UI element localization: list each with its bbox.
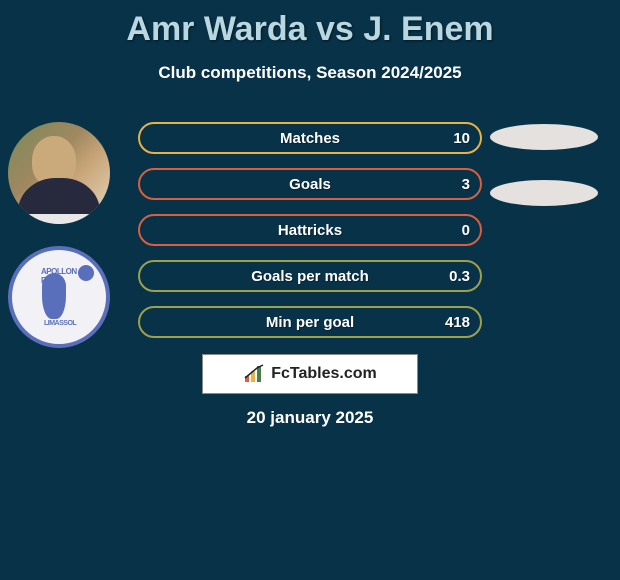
stat-value: 3: [462, 176, 470, 193]
club-ball-icon: [78, 265, 94, 281]
avatars-column: APOLLON FC LIMASSOL: [8, 122, 110, 348]
oval-placeholder: [490, 124, 598, 150]
stat-row: Goals per match0.3: [138, 260, 482, 292]
subtitle: Club competitions, Season 2024/2025: [0, 63, 620, 83]
stat-value: 0: [462, 222, 470, 239]
stat-row: Matches10: [138, 122, 482, 154]
stat-value: 0.3: [449, 268, 470, 285]
stat-value: 418: [445, 314, 470, 331]
footer-logo: FcTables.com: [202, 354, 418, 394]
stat-row: Hattricks0: [138, 214, 482, 246]
right-ovals: [490, 122, 610, 206]
stat-label: Hattricks: [140, 222, 480, 239]
oval-placeholder: [490, 180, 598, 206]
player-avatar: [8, 122, 110, 224]
club-name-bottom: LIMASSOL: [44, 320, 76, 327]
stat-label: Min per goal: [140, 314, 480, 331]
stat-row: Min per goal418: [138, 306, 482, 338]
club-avatar: APOLLON FC LIMASSOL: [8, 246, 110, 348]
stat-row: Goals3: [138, 168, 482, 200]
page-title: Amr Warda vs J. Enem: [0, 0, 620, 49]
logo-text: FcTables.com: [271, 365, 377, 383]
stat-label: Matches: [140, 130, 480, 147]
stat-label: Goals per match: [140, 268, 480, 285]
footer-date: 20 january 2025: [0, 408, 620, 428]
club-crest-icon: APOLLON FC LIMASSOL: [34, 263, 84, 331]
stats-rows: Matches10 Goals3 Hattricks0 Goals per match…: [138, 122, 482, 338]
stat-value: 10: [453, 130, 470, 147]
bar-chart-icon: [243, 364, 267, 384]
stat-label: Goals: [140, 176, 480, 193]
